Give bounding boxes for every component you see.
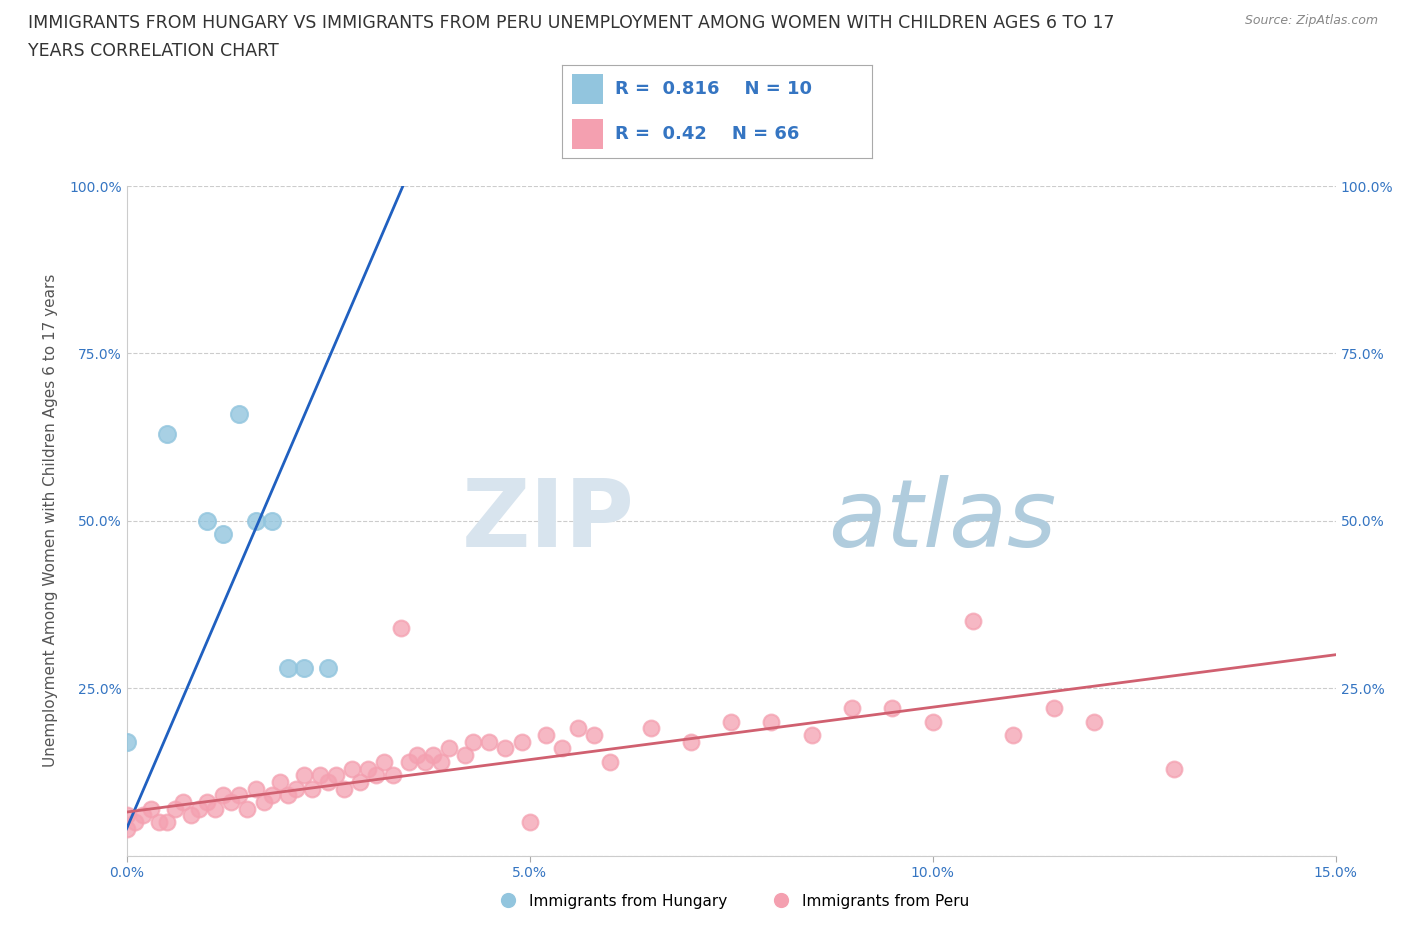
Point: [373, 754, 395, 769]
Point: [583, 727, 606, 742]
Point: [463, 735, 485, 750]
Point: [1163, 761, 1185, 776]
Point: [551, 741, 574, 756]
Point: [761, 714, 783, 729]
Point: [204, 802, 226, 817]
Point: [841, 701, 863, 716]
Y-axis label: Unemployment Among Women with Children Ages 6 to 17 years: Unemployment Among Women with Children A…: [44, 274, 58, 767]
Point: [921, 714, 943, 729]
Point: [437, 741, 460, 756]
Text: R =  0.816    N = 10: R = 0.816 N = 10: [614, 80, 813, 99]
Point: [277, 788, 299, 803]
Point: [292, 768, 315, 783]
Point: [252, 794, 274, 809]
Point: [316, 660, 339, 675]
Text: R =  0.42    N = 66: R = 0.42 N = 66: [614, 125, 800, 143]
Point: [139, 802, 162, 817]
Point: [413, 754, 436, 769]
Point: [115, 821, 138, 836]
Point: [599, 754, 621, 769]
Point: [284, 781, 307, 796]
Point: [454, 748, 477, 763]
Text: atlas: atlas: [828, 475, 1056, 566]
Point: [115, 735, 138, 750]
Point: [342, 761, 364, 776]
Point: [422, 748, 444, 763]
Text: YEARS CORRELATION CHART: YEARS CORRELATION CHART: [28, 42, 278, 60]
Point: [124, 815, 146, 830]
Point: [478, 735, 501, 750]
Point: [245, 781, 267, 796]
Point: [277, 660, 299, 675]
Point: [720, 714, 742, 729]
Point: [389, 620, 412, 635]
Point: [398, 754, 420, 769]
Point: [640, 721, 662, 736]
Legend: Immigrants from Hungary, Immigrants from Peru: Immigrants from Hungary, Immigrants from…: [486, 888, 976, 915]
Point: [260, 788, 283, 803]
Point: [269, 775, 291, 790]
Bar: [572, 119, 603, 149]
Point: [195, 794, 218, 809]
Text: Source: ZipAtlas.com: Source: ZipAtlas.com: [1244, 14, 1378, 27]
Point: [357, 761, 380, 776]
Point: [115, 808, 138, 823]
Point: [519, 815, 541, 830]
Point: [260, 513, 283, 528]
Point: [301, 781, 323, 796]
Point: [131, 808, 153, 823]
Point: [510, 735, 533, 750]
Text: IMMIGRANTS FROM HUNGARY VS IMMIGRANTS FROM PERU UNEMPLOYMENT AMONG WOMEN WITH CH: IMMIGRANTS FROM HUNGARY VS IMMIGRANTS FR…: [28, 14, 1115, 32]
Point: [228, 788, 250, 803]
Point: [228, 406, 250, 421]
Point: [156, 426, 179, 441]
Point: [212, 788, 235, 803]
Point: [172, 794, 194, 809]
Point: [962, 614, 984, 629]
Text: ZIP: ZIP: [461, 475, 634, 566]
Point: [212, 526, 235, 541]
Point: [236, 802, 259, 817]
Point: [405, 748, 427, 763]
Point: [156, 815, 179, 830]
Point: [534, 727, 557, 742]
Point: [1002, 727, 1025, 742]
Point: [292, 660, 315, 675]
Point: [1083, 714, 1105, 729]
Point: [494, 741, 516, 756]
Point: [366, 768, 388, 783]
Point: [180, 808, 202, 823]
Point: [882, 701, 904, 716]
Point: [245, 513, 267, 528]
Point: [316, 775, 339, 790]
Point: [800, 727, 823, 742]
Point: [188, 802, 211, 817]
Point: [1042, 701, 1064, 716]
Point: [221, 794, 243, 809]
Point: [163, 802, 186, 817]
Bar: [572, 74, 603, 104]
Point: [309, 768, 332, 783]
Point: [381, 768, 404, 783]
Point: [349, 775, 371, 790]
Point: [567, 721, 589, 736]
Point: [333, 781, 356, 796]
Point: [430, 754, 453, 769]
Point: [679, 735, 702, 750]
Point: [148, 815, 170, 830]
Point: [325, 768, 347, 783]
Point: [195, 513, 218, 528]
